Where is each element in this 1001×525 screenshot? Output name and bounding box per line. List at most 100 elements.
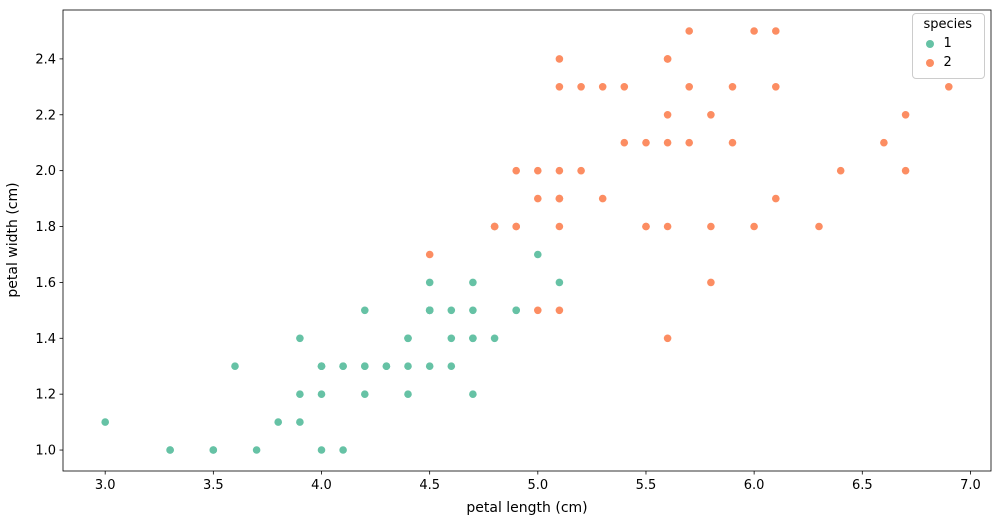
scatter-point-species-1 bbox=[469, 306, 477, 315]
scatter-point-species-1 bbox=[339, 446, 347, 454]
scatter-point-species-2 bbox=[707, 111, 715, 119]
scatter-point-species-2 bbox=[750, 27, 758, 35]
scatter-point-species-1 bbox=[490, 334, 499, 343]
y-tick-label: 2.2 bbox=[35, 108, 56, 123]
x-tick-label: 7.0 bbox=[960, 478, 981, 493]
scatter-point-species-1 bbox=[231, 362, 239, 371]
x-tick-label: 6.5 bbox=[852, 478, 873, 493]
y-tick-label: 1.0 bbox=[35, 444, 56, 459]
scatter-point-species-1 bbox=[447, 362, 456, 371]
scatter-point-species-1 bbox=[382, 362, 391, 371]
scatter-point-species-2 bbox=[685, 27, 693, 35]
scatter-point-species-2 bbox=[555, 306, 564, 315]
scatter-point-species-1 bbox=[101, 418, 109, 426]
scatter-point-species-2 bbox=[880, 138, 888, 147]
scatter-point-species-1 bbox=[317, 390, 326, 399]
scatter-point-species-1 bbox=[166, 446, 174, 454]
scatter-point-species-1 bbox=[361, 362, 369, 371]
legend-item-species-1: 1 bbox=[921, 34, 972, 53]
x-tick-label: 3.0 bbox=[95, 478, 116, 493]
scatter-point-species-2 bbox=[598, 194, 607, 203]
legend-title: species bbox=[923, 17, 972, 32]
scatter-point-species-2 bbox=[685, 83, 693, 91]
scatter-point-species-1 bbox=[447, 306, 456, 315]
y-tick-label: 1.4 bbox=[35, 332, 56, 347]
scatter-point-species-2 bbox=[901, 166, 910, 175]
x-tick-label: 6.0 bbox=[744, 478, 765, 493]
scatter-point-species-2 bbox=[901, 111, 910, 119]
scatter-point-species-2 bbox=[620, 138, 629, 147]
x-tick-label: 3.5 bbox=[203, 478, 224, 493]
scatter-point-species-2 bbox=[750, 222, 758, 231]
scatter-point-species-1 bbox=[512, 306, 520, 315]
scatter-point-species-2 bbox=[663, 334, 672, 343]
scatter-point-species-2 bbox=[534, 306, 542, 315]
scatter-point-species-2 bbox=[663, 138, 672, 147]
scatter-point-species-1 bbox=[361, 390, 369, 399]
scatter-point-species-1 bbox=[555, 278, 564, 287]
scatter-point-species-2 bbox=[728, 83, 737, 91]
scatter-point-species-2 bbox=[512, 222, 520, 231]
legend-marker-icon bbox=[926, 58, 935, 67]
scatter-point-species-2 bbox=[663, 222, 672, 231]
scatter-point-species-2 bbox=[728, 138, 737, 147]
plot-content: 3.0 3.5 4.0 4.5 5.0 5.5 6.0 6.5 7.0 1.0 1.2 1.4 1.6 1… bbox=[35, 9, 992, 493]
x-tick-label: 5.0 bbox=[527, 478, 548, 493]
scatter-point-species-1 bbox=[317, 362, 326, 371]
scatter-point-species-2 bbox=[577, 166, 585, 175]
x-tick-label: 5.5 bbox=[636, 478, 657, 493]
scatter-point-species-1 bbox=[209, 446, 218, 454]
legend-item-label: 1 bbox=[943, 36, 952, 51]
legend-marker-icon bbox=[926, 39, 935, 48]
scatter-point-species-2 bbox=[772, 27, 780, 35]
scatter-point-species-2 bbox=[836, 166, 845, 175]
y-tick-label: 2.0 bbox=[35, 164, 56, 179]
scatter-point-species-2 bbox=[642, 138, 650, 147]
y-tick-label: 1.8 bbox=[35, 220, 56, 235]
scatter-point-species-2 bbox=[534, 194, 542, 203]
scatter-point-species-2 bbox=[663, 111, 672, 119]
scatter-point-species-1 bbox=[296, 334, 304, 343]
y-axis-label: petal width (cm) bbox=[5, 182, 21, 297]
scatter-point-species-1 bbox=[252, 446, 261, 454]
legend-item-species-2: 2 bbox=[921, 53, 972, 72]
scatter-point-species-2 bbox=[642, 222, 650, 231]
scatter-point-species-1 bbox=[317, 446, 326, 454]
y-tick-label: 1.2 bbox=[35, 388, 56, 403]
scatter-point-species-1 bbox=[425, 278, 434, 287]
scatter-point-species-1 bbox=[404, 362, 412, 371]
scatter-point-species-2 bbox=[425, 250, 434, 259]
scatter-point-species-2 bbox=[555, 222, 564, 231]
scatter-point-species-1 bbox=[404, 390, 412, 399]
scatter-point-species-2 bbox=[707, 222, 715, 231]
scatter-point-species-1 bbox=[534, 250, 542, 259]
scatter-point-species-2 bbox=[685, 138, 693, 147]
scatter-point-species-1 bbox=[339, 362, 347, 371]
scatter-point-species-1 bbox=[404, 334, 412, 343]
x-tick-label: 4.0 bbox=[311, 478, 332, 493]
scatter-point-species-2 bbox=[815, 222, 823, 231]
scatter-point-species-2 bbox=[620, 83, 629, 91]
scatter-point-species-2 bbox=[707, 278, 715, 287]
scatter-point-species-2 bbox=[555, 166, 564, 175]
axes-frame bbox=[62, 9, 992, 472]
scatter-point-species-2 bbox=[534, 166, 542, 175]
x-tick-label: 4.5 bbox=[419, 478, 440, 493]
scatter-point-species-2 bbox=[555, 55, 564, 63]
scatter-point-species-2 bbox=[490, 222, 499, 231]
scatter-point-species-1 bbox=[274, 418, 283, 426]
scatter-point-species-1 bbox=[361, 306, 369, 315]
scatter-point-species-1 bbox=[296, 418, 304, 426]
scatter-point-species-2 bbox=[555, 194, 564, 203]
scatter-point-species-2 bbox=[598, 83, 607, 91]
scatter-point-species-1 bbox=[296, 390, 304, 399]
scatter-point-species-1 bbox=[469, 278, 477, 287]
scatter-point-species-1 bbox=[425, 306, 434, 315]
scatter-point-species-1 bbox=[447, 334, 456, 343]
y-tick-label: 1.6 bbox=[35, 276, 56, 291]
scatter-point-species-2 bbox=[772, 194, 780, 203]
scatter-point-species-1 bbox=[469, 390, 477, 399]
scatter-point-species-1 bbox=[469, 334, 477, 343]
